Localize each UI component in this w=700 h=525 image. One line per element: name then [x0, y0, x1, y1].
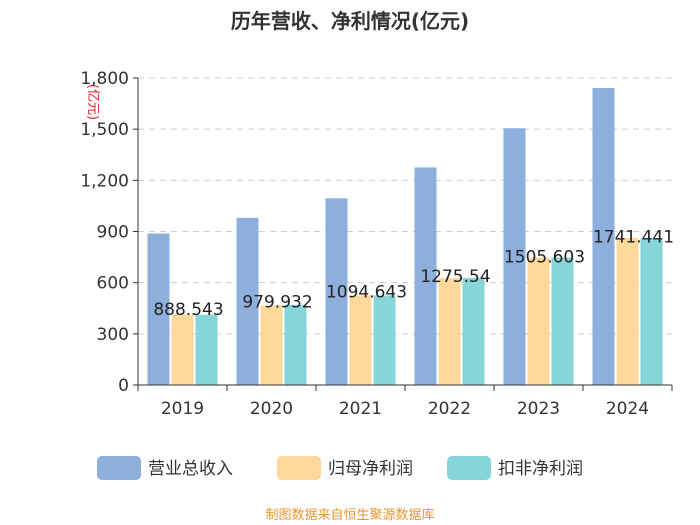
legend-swatch	[447, 456, 491, 480]
legend-label: 归母净利润	[328, 459, 413, 479]
bar-0-2021	[325, 198, 348, 385]
source-note: 制图数据来自恒生聚源数据库	[265, 507, 434, 523]
bar-1-2020	[260, 305, 283, 385]
x-tick-label: 2022	[428, 399, 471, 419]
bars	[147, 87, 663, 386]
bar-1-2023	[527, 257, 550, 385]
y-axis-label: (亿元)	[85, 84, 100, 120]
data-label: 1275.54	[420, 267, 490, 287]
bar-2-2021	[373, 295, 396, 385]
data-label: 1505.603	[504, 248, 585, 268]
gridlines	[138, 77, 672, 335]
data-label: 979.932	[242, 292, 312, 312]
bar-0-2022	[414, 167, 437, 385]
bar-0-2023	[503, 128, 526, 385]
legend-item-2[interactable]: 扣非净利润	[447, 456, 583, 480]
y-tick-label: 1,200	[80, 171, 129, 191]
bar-1-2019	[171, 314, 194, 385]
y-tick-label: 0	[118, 376, 129, 396]
x-tick-label: 2021	[339, 399, 382, 419]
legend[interactable]: 营业总收入 归母净利润 扣非净利润	[97, 456, 583, 480]
chart-title: 历年营收、净利情况(亿元)	[231, 9, 469, 33]
y-tick-label: 900	[97, 223, 129, 243]
bar-2-2023	[551, 257, 574, 385]
legend-label: 营业总收入	[148, 459, 233, 479]
axes: 0 300 600 900 1,200 1,500 1,800 2019 2020 2021 202…	[80, 69, 673, 419]
data-label: 1741.441	[593, 227, 674, 247]
bar-0-2020	[236, 217, 259, 385]
bar-1-2021	[349, 295, 372, 385]
bar-2-2024	[640, 238, 663, 385]
bar-0-2019	[147, 233, 170, 385]
legend-item-1[interactable]: 归母净利润	[277, 456, 413, 480]
legend-item-0[interactable]: 营业总收入	[97, 456, 233, 480]
x-tick-label: 2020	[250, 399, 293, 419]
x-tick-label: 2019	[161, 399, 204, 419]
legend-swatch	[97, 456, 141, 480]
bar-1-2024	[616, 237, 639, 385]
legend-swatch	[277, 456, 321, 480]
x-tick-label: 2024	[606, 399, 649, 419]
data-label: 888.543	[153, 300, 223, 320]
bar-2-2019	[195, 314, 218, 385]
legend-label: 扣非净利润	[498, 459, 583, 479]
y-tick-label: 1,500	[80, 120, 129, 140]
x-tick-label: 2023	[517, 399, 560, 419]
data-labels: 888.543 979.932 1094.643 1275.54 1505.603 174…	[153, 227, 674, 320]
y-tick-label: 300	[97, 325, 129, 345]
y-tick-label: 600	[97, 274, 129, 294]
y-tick-label: 1,800	[80, 69, 129, 89]
bar-1-2022	[438, 278, 461, 385]
bar-2-2020	[284, 304, 307, 385]
bar-0-2024	[592, 87, 615, 386]
data-label: 1094.643	[326, 283, 407, 303]
bar-2-2022	[462, 277, 485, 385]
